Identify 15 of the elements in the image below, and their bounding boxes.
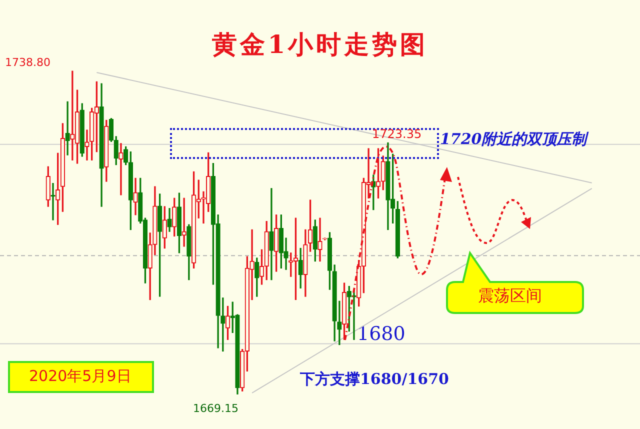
- text: 1669.15: [193, 402, 238, 415]
- chart-title: 黄金1小时走势图: [212, 30, 428, 59]
- candlestick: [269, 188, 274, 280]
- text: 1738.80: [5, 56, 50, 69]
- annotation: 1723.35: [372, 126, 422, 141]
- annotation: 2020年5月9日: [29, 367, 132, 386]
- candlestick: [182, 198, 186, 247]
- candlestick: [84, 130, 90, 160]
- ref-line-label: 1680: [357, 323, 406, 346]
- annotation: 震荡区间: [478, 286, 542, 307]
- candlestick: [65, 101, 70, 156]
- candlestick: [118, 143, 124, 196]
- candlestick: [318, 218, 322, 262]
- annotation: 下方支撑1680/1670: [300, 370, 449, 389]
- annotation: 1720附近的双顶压制: [440, 130, 587, 149]
